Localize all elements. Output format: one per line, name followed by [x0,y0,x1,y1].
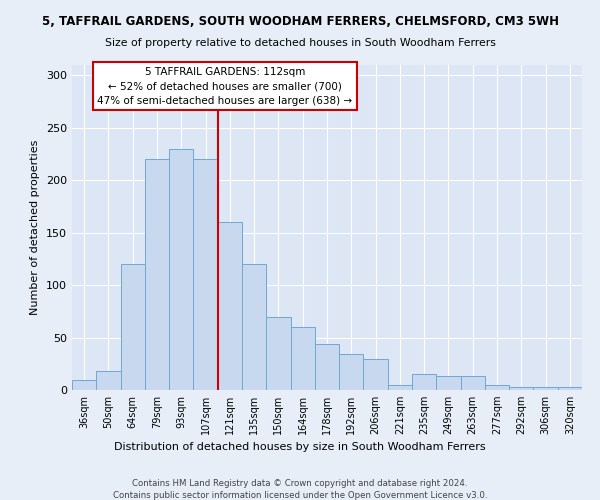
Bar [315,344,339,390]
Bar [218,222,242,390]
Bar [533,387,558,390]
Bar [96,371,121,390]
Bar [72,380,96,390]
Text: Contains HM Land Registry data © Crown copyright and database right 2024.: Contains HM Land Registry data © Crown c… [132,479,468,488]
Bar [290,327,315,390]
Bar [412,374,436,390]
Bar [509,387,533,390]
Bar [485,385,509,390]
Text: 5, TAFFRAIL GARDENS, SOUTH WOODHAM FERRERS, CHELMSFORD, CM3 5WH: 5, TAFFRAIL GARDENS, SOUTH WOODHAM FERRE… [41,15,559,28]
Bar [121,264,145,390]
Bar [461,376,485,390]
Text: Size of property relative to detached houses in South Woodham Ferrers: Size of property relative to detached ho… [104,38,496,48]
Text: Distribution of detached houses by size in South Woodham Ferrers: Distribution of detached houses by size … [114,442,486,452]
Bar [436,376,461,390]
Bar [193,160,218,390]
Bar [169,149,193,390]
Bar [145,160,169,390]
Bar [242,264,266,390]
Text: Contains public sector information licensed under the Open Government Licence v3: Contains public sector information licen… [113,491,487,500]
Text: 5 TAFFRAIL GARDENS: 112sqm
← 52% of detached houses are smaller (700)
47% of sem: 5 TAFFRAIL GARDENS: 112sqm ← 52% of deta… [97,66,353,106]
Bar [558,387,582,390]
Y-axis label: Number of detached properties: Number of detached properties [31,140,40,315]
Bar [364,358,388,390]
Bar [339,354,364,390]
Bar [266,316,290,390]
Bar [388,385,412,390]
